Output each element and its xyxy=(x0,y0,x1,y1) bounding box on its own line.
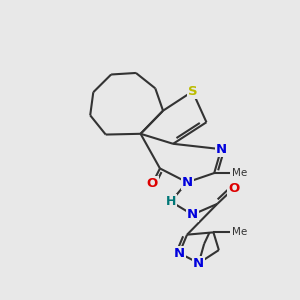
Text: S: S xyxy=(188,85,197,98)
Text: O: O xyxy=(228,182,239,195)
Text: N: N xyxy=(187,208,198,221)
Text: N: N xyxy=(174,247,185,260)
Text: Me: Me xyxy=(232,168,247,178)
Text: N: N xyxy=(193,256,204,270)
Text: N: N xyxy=(216,143,227,156)
Text: Me: Me xyxy=(232,227,247,237)
Text: O: O xyxy=(147,177,158,190)
Text: N: N xyxy=(182,176,193,189)
Text: H: H xyxy=(166,195,176,208)
